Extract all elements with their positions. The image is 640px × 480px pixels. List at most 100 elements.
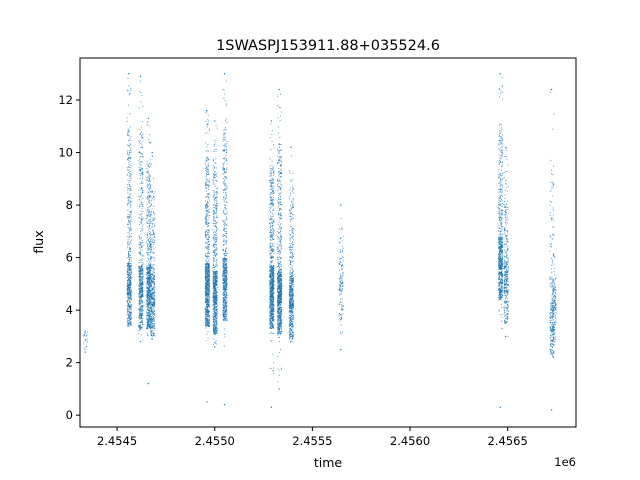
data-point: [206, 284, 208, 286]
data-point: [206, 321, 208, 323]
data-point: [226, 158, 228, 160]
data-point: [224, 120, 226, 122]
data-point: [204, 313, 206, 315]
data-point: [209, 307, 210, 309]
data-point: [139, 224, 140, 225]
data-point: [215, 273, 217, 275]
data-point: [207, 282, 209, 284]
data-point: [205, 280, 207, 281]
data-point: [216, 313, 218, 315]
data-point: [138, 317, 140, 319]
data-point: [138, 311, 140, 313]
data-point: [151, 313, 153, 314]
data-point: [130, 264, 132, 266]
data-point: [215, 283, 217, 285]
data-point: [130, 274, 132, 275]
data-point: [214, 232, 216, 233]
data-point: [206, 231, 207, 232]
data-point: [214, 220, 216, 222]
data-point: [139, 254, 141, 256]
data-point: [213, 325, 215, 327]
data-point: [142, 284, 144, 286]
data-point: [149, 141, 151, 143]
data-point: [223, 89, 225, 91]
data-point: [128, 322, 130, 324]
data-point: [206, 215, 208, 217]
data-point: [214, 255, 216, 257]
data-point: [130, 270, 132, 272]
data-point: [215, 125, 217, 127]
data-point: [130, 290, 132, 292]
data-point: [226, 146, 228, 148]
data-point: [153, 197, 155, 199]
data-point: [214, 149, 216, 151]
data-point: [150, 218, 152, 220]
data-point: [138, 280, 140, 282]
data-point: [226, 274, 228, 276]
data-point: [206, 215, 207, 217]
data-point: [147, 262, 149, 264]
data-point: [224, 207, 226, 209]
data-point: [213, 160, 215, 162]
data-point: [214, 168, 216, 170]
data-point: [146, 251, 148, 253]
data-point: [207, 300, 209, 301]
data-point: [142, 277, 144, 279]
data-point: [215, 230, 217, 232]
data-point: [226, 300, 228, 302]
data-point: [146, 295, 148, 296]
data-point: [139, 182, 141, 184]
data-point: [213, 313, 215, 315]
data-point: [138, 325, 140, 327]
data-point: [212, 228, 214, 230]
data-point: [127, 189, 129, 191]
data-point: [222, 266, 224, 268]
data-point: [206, 275, 208, 277]
chart-title: 1SWASPJ153911.88+035524.6: [216, 38, 440, 54]
data-point: [206, 219, 207, 221]
data-point: [130, 305, 132, 307]
data-point: [128, 163, 130, 165]
data-point: [224, 328, 226, 330]
data-point: [223, 134, 225, 136]
data-point: [151, 305, 153, 307]
data-point: [222, 302, 224, 303]
data-point: [138, 309, 140, 311]
data-point: [215, 283, 216, 285]
data-point: [127, 288, 129, 290]
data-point: [226, 149, 227, 151]
data-point: [224, 295, 226, 297]
data-point: [222, 249, 224, 251]
data-point: [146, 163, 148, 165]
data-point: [138, 289, 140, 291]
data-point: [206, 274, 208, 276]
data-point: [146, 321, 148, 323]
data-point: [139, 302, 141, 304]
data-point: [138, 260, 140, 261]
data-point: [130, 136, 132, 138]
data-point: [208, 222, 210, 224]
data-point: [84, 340, 86, 342]
data-point: [139, 314, 141, 316]
data-point: [142, 156, 144, 158]
data-point: [147, 323, 149, 325]
data-point: [223, 275, 225, 277]
data-point: [150, 284, 152, 286]
data-point: [148, 226, 150, 228]
data-point: [213, 263, 214, 265]
data-point: [130, 220, 132, 222]
data-point: [207, 261, 208, 263]
data-point: [148, 289, 149, 291]
data-point: [141, 310, 143, 312]
data-point: [271, 193, 273, 195]
data-point: [225, 291, 227, 293]
data-point: [224, 318, 226, 320]
data-point: [140, 321, 141, 323]
data-point: [205, 219, 207, 221]
data-point: [127, 157, 129, 159]
data-point: [224, 299, 226, 301]
data-point: [142, 263, 144, 265]
data-point: [216, 252, 218, 254]
data-point: [206, 253, 208, 255]
data-point: [206, 174, 208, 175]
